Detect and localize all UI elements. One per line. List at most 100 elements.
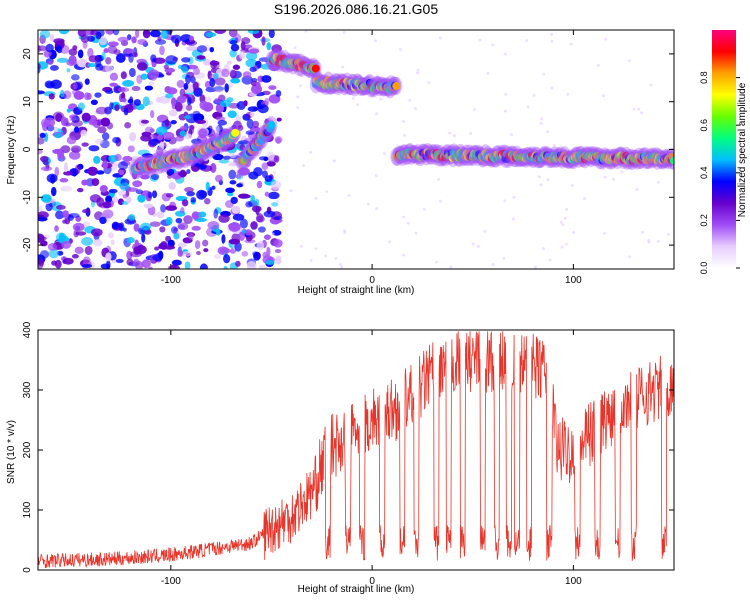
noise-dot — [563, 216, 567, 220]
noise-dot — [375, 74, 379, 78]
noise-speck — [63, 170, 74, 176]
noise-dot — [526, 105, 530, 109]
noise-dot — [550, 32, 554, 36]
noise-speck — [60, 89, 65, 98]
noise-speck — [221, 68, 230, 78]
noise-speck — [87, 63, 97, 68]
noise-speck — [128, 53, 134, 63]
noise-speck — [148, 138, 159, 146]
noise-speck — [175, 135, 184, 142]
noise-speck — [184, 187, 194, 193]
noise-speck — [112, 30, 120, 36]
noise-speck — [181, 66, 189, 74]
noise-speck — [38, 216, 48, 222]
noise-speck — [156, 211, 165, 219]
noise-speck — [55, 232, 67, 243]
noise-speck — [96, 170, 105, 175]
noise-speck — [124, 48, 135, 55]
noise-speck — [38, 258, 45, 267]
noise-speck — [91, 228, 103, 237]
noise-dot — [276, 199, 280, 203]
noise-dot — [540, 117, 544, 121]
noise-speck — [77, 30, 87, 37]
noise-speck — [110, 239, 115, 246]
noise-dot — [502, 256, 506, 260]
noise-speck — [54, 40, 64, 48]
noise-speck — [144, 85, 154, 91]
noise-speck — [192, 110, 201, 118]
noise-speck — [136, 74, 143, 84]
noise-speck — [177, 95, 187, 104]
noise-speck — [223, 254, 231, 264]
noise-speck — [190, 197, 197, 203]
noise-speck — [228, 238, 241, 245]
noise-speck — [271, 202, 279, 207]
noise-dot — [628, 255, 632, 259]
noise-speck — [245, 58, 258, 68]
noise-speck — [258, 265, 268, 269]
noise-speck — [229, 40, 238, 45]
noise-speck — [73, 91, 85, 100]
noise-speck — [125, 196, 132, 204]
noise-dot — [565, 207, 569, 211]
noise-speck — [56, 204, 66, 210]
noise-speck — [153, 57, 166, 64]
noise-speck — [275, 89, 282, 98]
noise-speck — [134, 239, 139, 247]
noise-speck — [186, 169, 191, 174]
noise-speck — [250, 194, 256, 204]
y-tick-label: 20 — [22, 48, 33, 60]
noise-dot — [349, 92, 353, 96]
noise-speck — [131, 85, 141, 92]
noise-speck — [241, 250, 249, 257]
ridge-core — [311, 64, 320, 73]
noise-speck — [48, 248, 59, 259]
noise-dot — [414, 231, 418, 235]
noise-dot — [374, 174, 378, 178]
noise-dot — [296, 95, 300, 99]
noise-speck — [248, 48, 260, 54]
noise-speck — [63, 162, 68, 173]
noise-speck — [228, 162, 239, 167]
noise-speck — [238, 231, 245, 242]
snr-line — [38, 331, 674, 569]
noise-speck — [163, 64, 169, 70]
noise-speck — [221, 234, 226, 244]
noise-speck — [176, 79, 185, 88]
snr-plot-area — [38, 330, 674, 570]
snr-panel: -100 0 100 0 100 200 300 400 Height of straight… — [6, 321, 675, 595]
noise-speck — [214, 174, 223, 183]
noise-speck — [165, 55, 178, 65]
noise-speck — [275, 137, 282, 144]
noise-dot — [641, 230, 645, 234]
noise-speck — [185, 74, 191, 85]
noise-speck — [101, 132, 110, 141]
noise-speck — [266, 42, 272, 51]
noise-speck — [168, 109, 178, 117]
noise-dot — [301, 164, 305, 168]
noise-speck — [102, 209, 114, 219]
noise-speck — [105, 89, 114, 94]
noise-speck — [56, 45, 63, 54]
noise-speck — [192, 81, 199, 92]
noise-speck — [121, 97, 127, 103]
noise-speck — [203, 59, 212, 66]
noise-dot — [620, 170, 624, 174]
noise-speck — [67, 214, 74, 221]
noise-speck — [126, 258, 134, 266]
y-tick-label: 400 — [22, 321, 33, 338]
noise-speck — [38, 148, 43, 155]
noise-speck — [173, 232, 180, 240]
noise-speck — [174, 102, 183, 112]
noise-speck — [209, 77, 216, 88]
noise-speck — [149, 221, 161, 227]
noise-speck — [112, 136, 121, 144]
noise-speck — [71, 119, 83, 127]
y-tick-label: -20 — [22, 237, 33, 252]
noise-speck — [72, 222, 85, 232]
noise-speck — [214, 253, 221, 259]
noise-speck — [195, 119, 207, 124]
noise-speck — [165, 193, 174, 198]
noise-speck — [268, 191, 280, 200]
